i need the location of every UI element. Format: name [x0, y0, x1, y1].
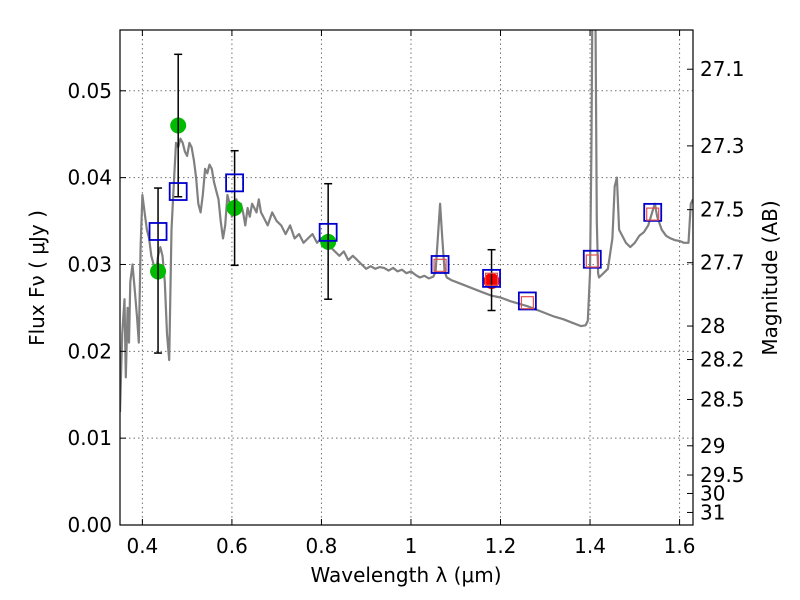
model-square — [430, 255, 450, 274]
right-y-axis-label: Magnitude (AB) — [758, 200, 782, 355]
axis-ticks: 0.4 0.6 0.8 1 1.2 1.4 1.6 0.00 0.01 0.02 0.03 0.04 0… — [67, 30, 745, 558]
model-square — [646, 207, 660, 221]
mag-tick-label: 28 — [700, 314, 725, 338]
plot-frame — [119, 29, 694, 526]
spectrum-line — [120, 30, 693, 413]
y-tick-label: 0.01 — [67, 426, 112, 450]
model-square — [517, 291, 537, 311]
y-tick-label: 0.05 — [67, 79, 112, 103]
mag-tick-label: 31 — [700, 500, 725, 524]
model-square — [225, 173, 245, 193]
mag-tick-label: 30 — [700, 481, 725, 505]
mag-tick-label: 28.2 — [700, 348, 745, 372]
y-tick-label: 0.02 — [67, 339, 112, 363]
x-axis-label: Wavelength λ (μm) — [310, 563, 501, 587]
mag-tick-label: 29.5 — [700, 463, 745, 487]
y-tick-label: 0.03 — [67, 252, 112, 276]
model-square — [643, 202, 663, 222]
mag-tick-label: 27.7 — [700, 251, 745, 275]
mag-tick-label: 27.3 — [700, 134, 745, 158]
grid-lines — [120, 30, 693, 526]
model-square — [148, 222, 168, 241]
model-square — [168, 182, 188, 201]
x-tick-label: 1.2 — [485, 534, 517, 558]
x-tick-label: 1.6 — [664, 534, 696, 558]
x-tick-label: 0.8 — [306, 534, 338, 558]
mag-tick-label: 27.1 — [700, 57, 745, 81]
model-square — [433, 258, 447, 272]
mag-tick-label: 29 — [700, 434, 725, 458]
plot-area — [120, 30, 693, 413]
model-square — [585, 254, 599, 268]
x-tick-label: 0.6 — [216, 534, 248, 558]
mag-tick-label: 28.5 — [700, 387, 745, 411]
x-tick-label: 0.4 — [126, 534, 158, 558]
y-axis-label: Flux Fν ( μJy ) — [25, 210, 49, 346]
model-square — [484, 272, 499, 286]
model-square — [520, 296, 534, 310]
y-tick-label: 0.04 — [67, 166, 112, 190]
model-square — [582, 249, 602, 269]
y-tick-label: 0.00 — [67, 513, 112, 537]
x-tick-label: 1.4 — [574, 534, 606, 558]
mag-tick-label: 27.5 — [700, 198, 745, 222]
model-square — [318, 222, 338, 242]
x-tick-label: 1 — [405, 534, 418, 558]
model-square — [482, 268, 501, 288]
